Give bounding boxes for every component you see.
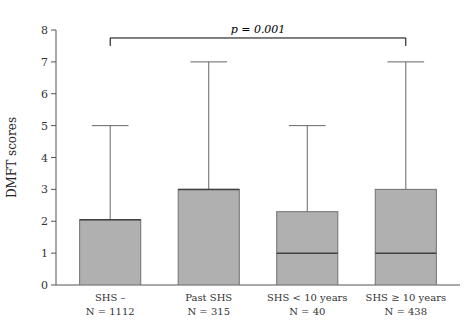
upper-whisker	[208, 62, 209, 190]
y-tick-label: 8	[41, 24, 48, 37]
y-tick-label: 5	[41, 120, 48, 133]
y-axis	[56, 30, 57, 285]
whisker-cap	[92, 125, 129, 126]
y-tick-label: 4	[41, 152, 48, 165]
significance-bracket	[110, 38, 406, 46]
box	[80, 220, 141, 285]
y-tick	[51, 285, 56, 286]
upper-whisker	[110, 126, 111, 220]
boxes	[80, 62, 437, 285]
y-tick	[51, 253, 56, 254]
y-tick-label: 6	[41, 88, 48, 101]
median	[277, 252, 338, 254]
upper-whisker	[307, 126, 308, 212]
y-tick	[51, 189, 56, 190]
x-tick-label: SHS ≥ 10 yearsN = 438	[366, 292, 447, 317]
y-axis-label: DMFT scores	[5, 117, 19, 198]
box	[277, 212, 338, 285]
y-tick-label: 2	[41, 215, 48, 228]
y-tick	[51, 125, 56, 126]
median	[375, 252, 436, 254]
y-tick	[51, 221, 56, 222]
x-tick-label: SHS –N = 1112	[86, 292, 135, 317]
whisker-cap	[289, 125, 326, 126]
chart: 0 1 2 3 4 5 6 7 8 DMFT scores SHS –N = 1112 Past SH…	[0, 0, 474, 329]
y-tick-label: 3	[41, 183, 48, 196]
x-tick-label: SHS < 10 yearsN = 40	[267, 292, 348, 317]
y-tick	[51, 157, 56, 158]
significance-text: p = 0.001	[231, 23, 286, 36]
upper-whisker	[405, 62, 406, 190]
median	[178, 189, 239, 191]
y-tick	[51, 93, 56, 94]
box	[178, 189, 239, 285]
y-tick	[51, 30, 56, 31]
x-tick-label: Past SHSN = 315	[185, 292, 232, 317]
box	[375, 189, 436, 285]
whisker-cap	[387, 61, 424, 62]
y-tick-label: 0	[41, 279, 48, 292]
median	[80, 219, 141, 221]
y-tick-label: 7	[41, 56, 48, 69]
y-tick-label: 1	[41, 247, 48, 260]
whisker-cap	[190, 61, 227, 62]
y-tick	[51, 61, 56, 62]
